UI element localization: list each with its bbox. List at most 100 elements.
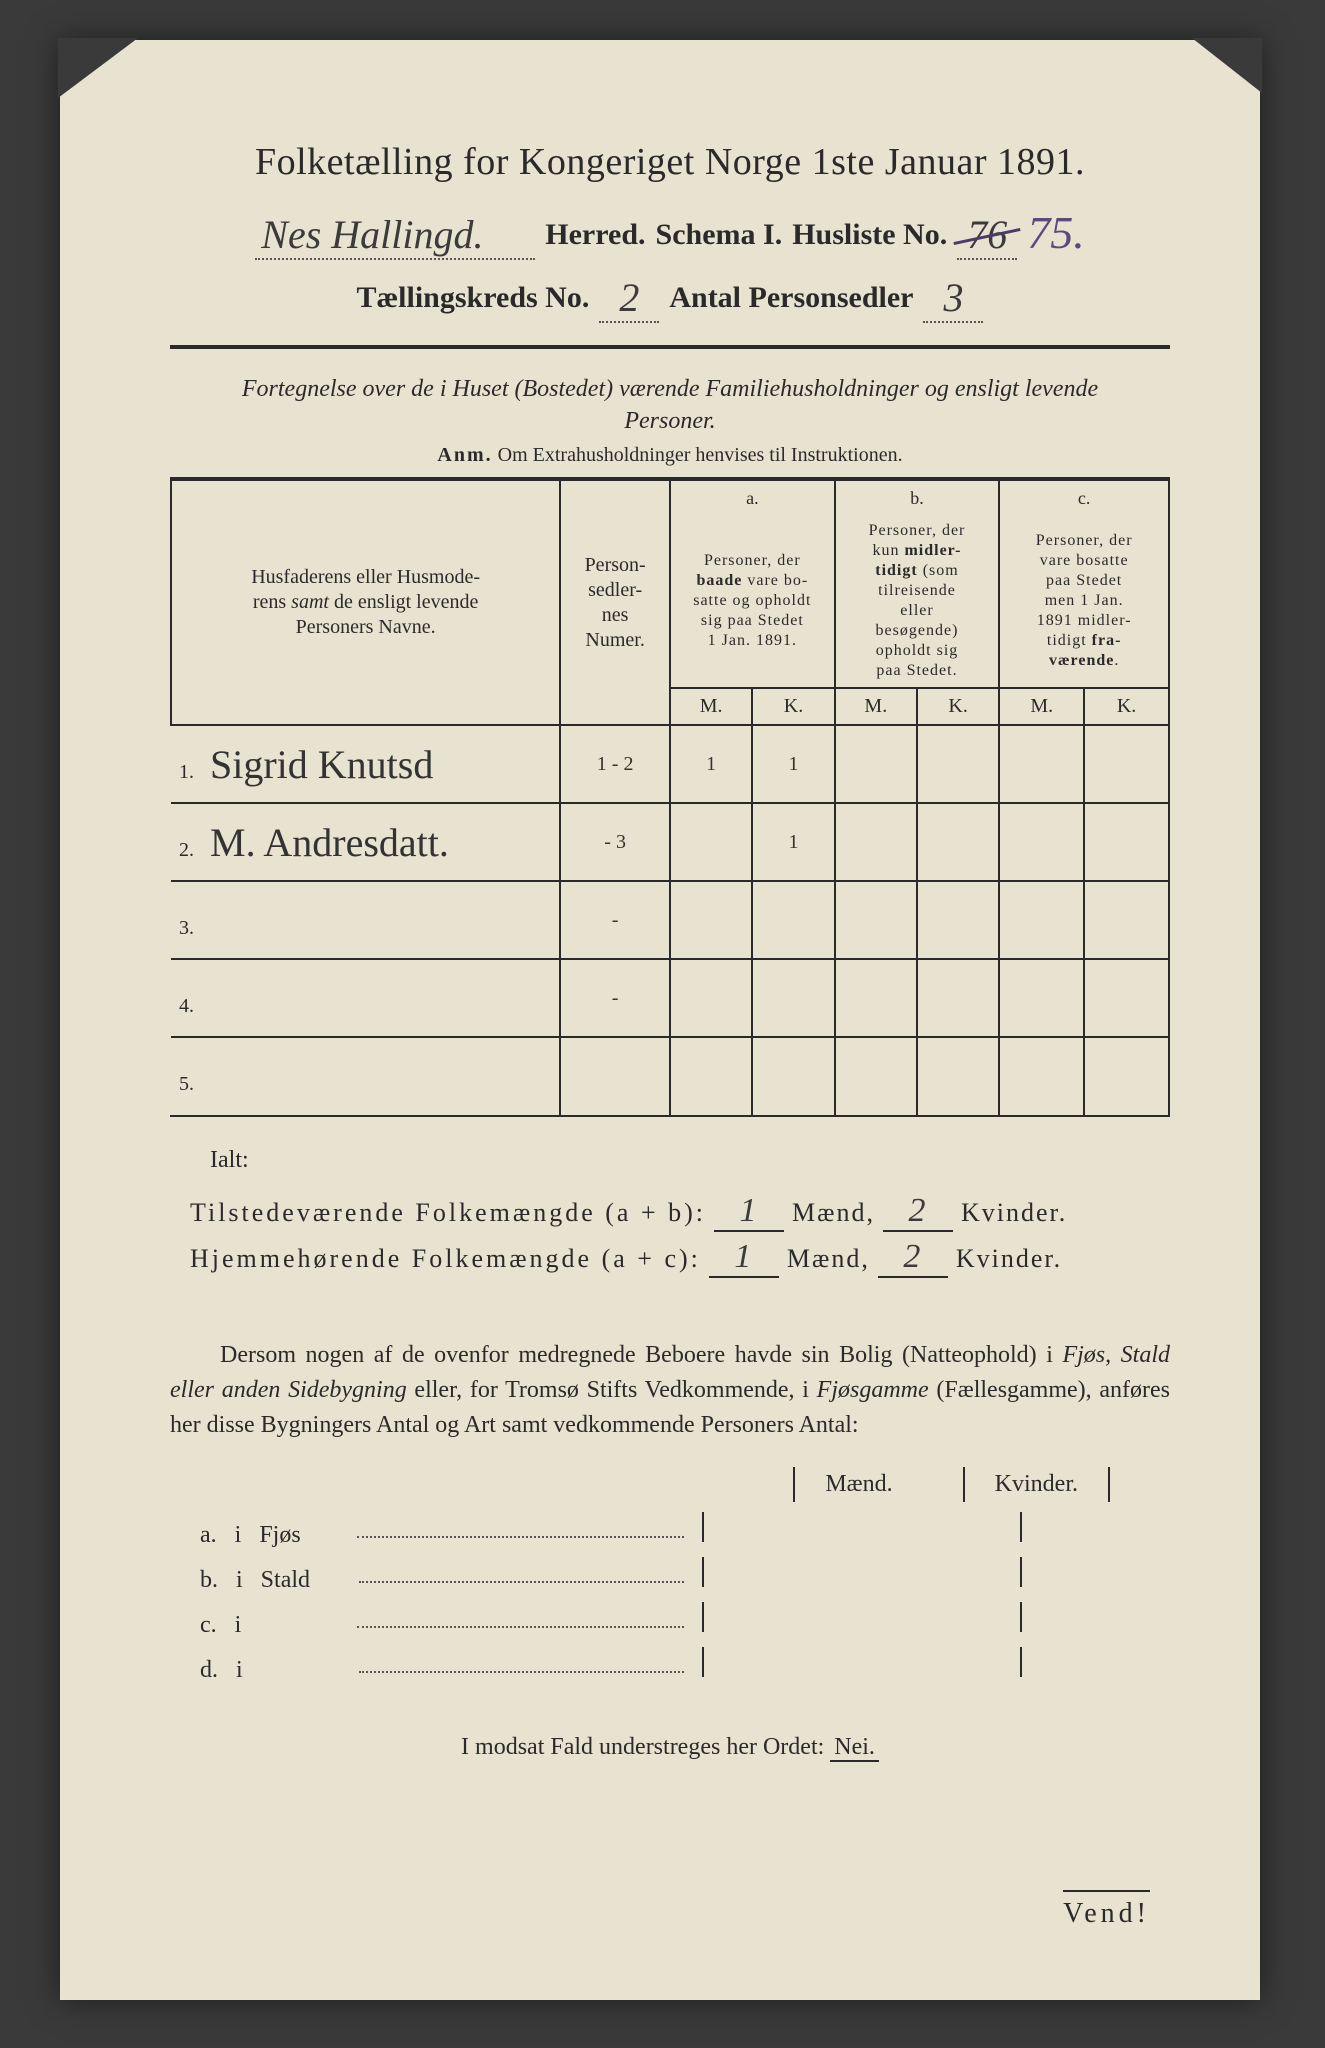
census-title: Folketælling for Kongeriget Norge 1ste J… xyxy=(170,140,1170,184)
row-a-k xyxy=(752,959,834,1037)
building-label: Stald xyxy=(261,1567,341,1594)
col-header-num: Person-sedler-nesNumer. xyxy=(560,480,670,726)
row-a-k: 1 xyxy=(752,803,834,881)
modsat-line: I modsat Fald understreges her Ordet: Ne… xyxy=(170,1734,1170,1761)
census-table-body: 1. Sigrid Knutsd 1 - 2 1 1 2. M. Andresd… xyxy=(171,725,1169,1115)
row-b-k xyxy=(917,803,999,881)
row-num: 1 - 2 xyxy=(560,725,670,803)
row-name: M. Andresdatt. xyxy=(210,820,449,865)
row-c-m xyxy=(999,725,1084,803)
row-num: - xyxy=(560,881,670,959)
row-c-k xyxy=(1084,803,1169,881)
col-c-k: K. xyxy=(1084,688,1169,725)
resident-k: 2 xyxy=(878,1238,948,1278)
nei-word: Nei. xyxy=(830,1734,879,1762)
table-row: 2. M. Andresdatt. - 3 1 xyxy=(171,803,1169,881)
col-a-header: Personer, derbaade vare bo-satte og opho… xyxy=(670,515,835,688)
totals-present: Tilstedeværende Folkemængde (a + b): 1 M… xyxy=(190,1192,1170,1232)
row-a-m xyxy=(670,959,752,1037)
kvinder-header: Kvinder. xyxy=(963,1467,1110,1502)
table-row: 1. Sigrid Knutsd 1 - 2 1 1 xyxy=(171,725,1169,803)
row-b-k xyxy=(917,1037,999,1115)
paper-notch-top-left xyxy=(58,38,138,98)
row-c-m xyxy=(999,959,1084,1037)
vend-label: Vend! xyxy=(1063,1890,1150,1930)
totals-resident: Hjemmehørende Folkemængde (a + c): 1 Mæn… xyxy=(190,1238,1170,1278)
row-b-m xyxy=(835,1037,917,1115)
row-b-m xyxy=(835,881,917,959)
fortegnelse-heading: Fortegnelse over de i Huset (Bostedet) v… xyxy=(170,373,1170,438)
maend-label: Mænd, xyxy=(792,1198,875,1228)
row-b-k xyxy=(917,881,999,959)
row-b-m xyxy=(835,725,917,803)
row-a-k xyxy=(752,1037,834,1115)
header-row-2: Tællingskreds No. 2 Antal Personsedler 3 xyxy=(170,270,1170,319)
personsedler-label: Antal Personsedler xyxy=(669,281,913,315)
personsedler-no: 3 xyxy=(923,274,983,323)
building-row: c.i xyxy=(200,1602,1170,1639)
row-c-k xyxy=(1084,959,1169,1037)
col-a-k: K. xyxy=(752,688,834,725)
husliste-no-correction: 75. xyxy=(1027,206,1085,259)
row-num xyxy=(560,1037,670,1115)
row-a-m xyxy=(670,803,752,881)
row-a-k: 1 xyxy=(752,725,834,803)
building-row: b.i Stald xyxy=(200,1557,1170,1594)
schema-label: Schema I. xyxy=(656,218,783,252)
row-c-k xyxy=(1084,881,1169,959)
taellingskreds-no: 2 xyxy=(599,274,659,323)
resident-label: Hjemmehørende Folkemængde (a + c): xyxy=(190,1244,701,1274)
census-form-page: Folketælling for Kongeriget Norge 1ste J… xyxy=(60,40,1260,2000)
census-table: Husfaderens eller Husmode-rens samt de e… xyxy=(170,479,1170,1116)
dersom-paragraph: Dersom nogen af de ovenfor medregnede Be… xyxy=(170,1338,1170,1442)
row-c-m xyxy=(999,1037,1084,1115)
mk-headers: Mænd. Kvinder. xyxy=(170,1467,1170,1502)
anm-text: Om Extrahusholdninger henvises til Instr… xyxy=(498,444,903,466)
herred-handwritten: Nes Hallingd. xyxy=(255,211,535,260)
resident-m: 1 xyxy=(709,1238,779,1278)
maend-label: Mænd, xyxy=(787,1244,870,1274)
anm-prefix: Anm. xyxy=(437,444,492,466)
table-row: 3. - xyxy=(171,881,1169,959)
present-m: 1 xyxy=(714,1192,784,1232)
header-row-1: Nes Hallingd. Herred. Schema I. Husliste… xyxy=(170,202,1170,256)
kvinder-label: Kvinder. xyxy=(956,1244,1062,1274)
table-row: 4. - xyxy=(171,959,1169,1037)
row-b-k xyxy=(917,959,999,1037)
row-c-k xyxy=(1084,1037,1169,1115)
row-c-m xyxy=(999,881,1084,959)
ialt-label: Ialt: xyxy=(210,1147,1170,1174)
row-a-m xyxy=(670,881,752,959)
row-num: - 3 xyxy=(560,803,670,881)
rule-thick xyxy=(170,345,1170,349)
table-row: 5. xyxy=(171,1037,1169,1115)
building-row: a.i Fjøs xyxy=(200,1512,1170,1549)
paper-notch-top-right xyxy=(1192,38,1262,93)
row-a-m: 1 xyxy=(670,725,752,803)
row-c-k xyxy=(1084,725,1169,803)
row-b-k xyxy=(917,725,999,803)
col-a-label: a. xyxy=(670,480,835,516)
row-a-k xyxy=(752,881,834,959)
row-c-m xyxy=(999,803,1084,881)
table-bottom-rule xyxy=(170,1115,1170,1117)
col-header-name: Husfaderens eller Husmode-rens samt de e… xyxy=(171,480,560,726)
building-row: d.i xyxy=(200,1647,1170,1684)
kvinder-label: Kvinder. xyxy=(961,1198,1067,1228)
col-b-m: M. xyxy=(835,688,917,725)
col-c-header: Personer, dervare bosattepaa Stedetmen 1… xyxy=(999,515,1169,688)
row-b-m xyxy=(835,803,917,881)
husliste-label: Husliste No. xyxy=(792,218,947,252)
building-label: Fjøs xyxy=(259,1522,339,1549)
maend-header: Mænd. xyxy=(793,1467,922,1502)
col-c-m: M. xyxy=(999,688,1084,725)
row-b-m xyxy=(835,959,917,1037)
row-num: - xyxy=(560,959,670,1037)
herred-label: Herred. xyxy=(545,218,645,252)
col-c-label: c. xyxy=(999,480,1169,516)
husliste-no-struck: 76 xyxy=(957,211,1017,260)
col-b-label: b. xyxy=(835,480,1000,516)
anm-line: Anm. Om Extrahusholdninger henvises til … xyxy=(170,444,1170,467)
present-label: Tilstedeværende Folkemængde (a + b): xyxy=(190,1198,706,1228)
row-name: Sigrid Knutsd xyxy=(210,742,433,787)
